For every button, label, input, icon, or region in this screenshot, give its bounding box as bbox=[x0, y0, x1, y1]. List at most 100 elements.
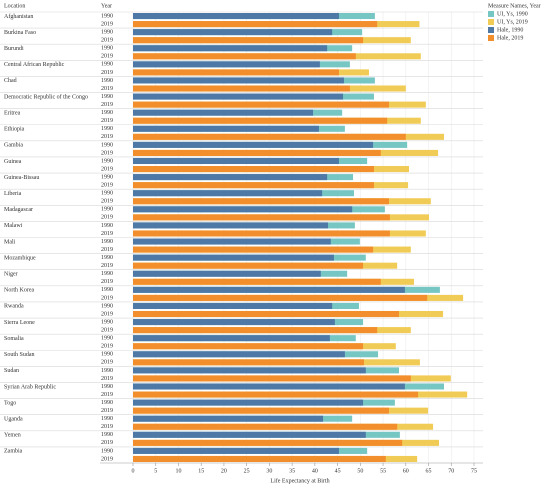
bar bbox=[133, 431, 366, 438]
bar bbox=[133, 149, 381, 156]
bar bbox=[133, 21, 378, 28]
legend-swatch bbox=[488, 35, 494, 41]
location-label: South Sudan bbox=[4, 352, 35, 358]
location-header: Location bbox=[4, 3, 25, 9]
year-label: 2019 bbox=[101, 134, 113, 140]
year-label: 2019 bbox=[101, 86, 113, 92]
bar bbox=[133, 125, 319, 132]
year-label: 1990 bbox=[101, 255, 113, 261]
year-label: 1990 bbox=[101, 432, 113, 438]
bar bbox=[133, 214, 390, 221]
bar bbox=[133, 222, 329, 229]
year-label: 1990 bbox=[101, 271, 113, 277]
legend-swatch bbox=[488, 19, 494, 25]
year-label: 2019 bbox=[101, 183, 113, 189]
x-tick-label: 30 bbox=[266, 468, 272, 474]
location-label: Ethiopia bbox=[4, 127, 25, 133]
x-tick-label: 0 bbox=[132, 468, 135, 474]
location-label: Guinea bbox=[4, 159, 22, 165]
year-label: 1990 bbox=[101, 46, 113, 52]
year-label: 1990 bbox=[101, 223, 113, 229]
year-label: 1990 bbox=[101, 158, 113, 164]
x-tick-label: 50 bbox=[357, 468, 363, 474]
bar bbox=[133, 77, 344, 84]
year-label: 2019 bbox=[101, 102, 113, 108]
bar bbox=[133, 455, 386, 462]
year-label: 2019 bbox=[101, 392, 113, 398]
year-label: 1990 bbox=[101, 78, 113, 84]
bar bbox=[133, 198, 389, 205]
bar bbox=[133, 375, 411, 382]
x-tick-label: 25 bbox=[244, 468, 250, 474]
year-label: 2019 bbox=[101, 424, 113, 430]
legend-label: UI, Ys, 2019 bbox=[497, 19, 528, 25]
bar bbox=[133, 109, 314, 116]
x-tick-label: 65 bbox=[426, 468, 432, 474]
bar bbox=[133, 157, 339, 165]
year-label: 1990 bbox=[101, 384, 113, 390]
year-label: 2019 bbox=[101, 327, 113, 333]
year-label: 2019 bbox=[101, 231, 113, 237]
location-label: Yemen bbox=[4, 433, 21, 439]
legend-swatch bbox=[488, 27, 494, 33]
bar bbox=[133, 439, 403, 446]
bar bbox=[133, 230, 390, 237]
location-label: Afghanistan bbox=[4, 13, 33, 20]
bar bbox=[133, 359, 364, 366]
bar bbox=[133, 45, 328, 52]
location-label: Burundi bbox=[4, 46, 24, 52]
x-axis-title: Life Expectancy at Birth bbox=[270, 477, 329, 484]
bar bbox=[133, 327, 378, 334]
bar bbox=[133, 133, 406, 140]
year-label: 1990 bbox=[101, 191, 113, 197]
legend-title: Measure Names, Year bbox=[488, 3, 541, 9]
location-label: Madagascar bbox=[4, 207, 33, 213]
year-label: 2019 bbox=[101, 408, 113, 414]
bar bbox=[133, 423, 398, 430]
year-label: 2019 bbox=[101, 360, 113, 366]
location-label: Mozambique bbox=[4, 255, 36, 261]
location-label: Democratic Republic of the Congo bbox=[4, 93, 88, 100]
location-label: Malawi bbox=[4, 223, 23, 229]
bar bbox=[133, 13, 339, 20]
legend-swatch bbox=[488, 11, 494, 17]
location-label: Syrian Arab Republic bbox=[4, 384, 56, 390]
location-label: Guinea-Bissau bbox=[4, 175, 39, 181]
location-label: Uganda bbox=[4, 416, 23, 422]
bar bbox=[133, 174, 328, 181]
year-label: 2019 bbox=[101, 440, 113, 446]
year-label: 1990 bbox=[101, 287, 113, 293]
bar bbox=[133, 53, 356, 60]
bar bbox=[133, 101, 389, 108]
location-label: North Korea bbox=[4, 288, 34, 294]
year-label: 2019 bbox=[101, 376, 113, 382]
bar bbox=[133, 93, 344, 100]
bar bbox=[133, 407, 389, 414]
location-label: Mali bbox=[4, 239, 16, 245]
location-label: Somalia bbox=[4, 336, 24, 342]
year-label: 2019 bbox=[101, 70, 113, 76]
bar bbox=[133, 391, 419, 398]
x-tick-label: 35 bbox=[289, 468, 295, 474]
year-label: 1990 bbox=[101, 30, 113, 36]
bar bbox=[133, 270, 321, 277]
bar bbox=[133, 335, 330, 342]
bar bbox=[133, 319, 335, 326]
year-label: 2019 bbox=[101, 166, 113, 172]
x-tick-label: 60 bbox=[403, 468, 409, 474]
bar bbox=[133, 343, 364, 350]
bar bbox=[133, 310, 399, 318]
year-label: 2019 bbox=[101, 54, 113, 60]
year-label: 1990 bbox=[101, 94, 113, 100]
location-label: Niger bbox=[4, 272, 18, 278]
bar bbox=[133, 399, 364, 406]
x-tick-label: 45 bbox=[335, 468, 341, 474]
bar bbox=[133, 262, 364, 269]
year-label: 1990 bbox=[101, 142, 113, 148]
x-tick-label: 75 bbox=[471, 468, 477, 474]
year-label: 1990 bbox=[101, 336, 113, 342]
bar bbox=[133, 190, 323, 197]
bar bbox=[133, 206, 353, 213]
bar bbox=[133, 85, 350, 92]
